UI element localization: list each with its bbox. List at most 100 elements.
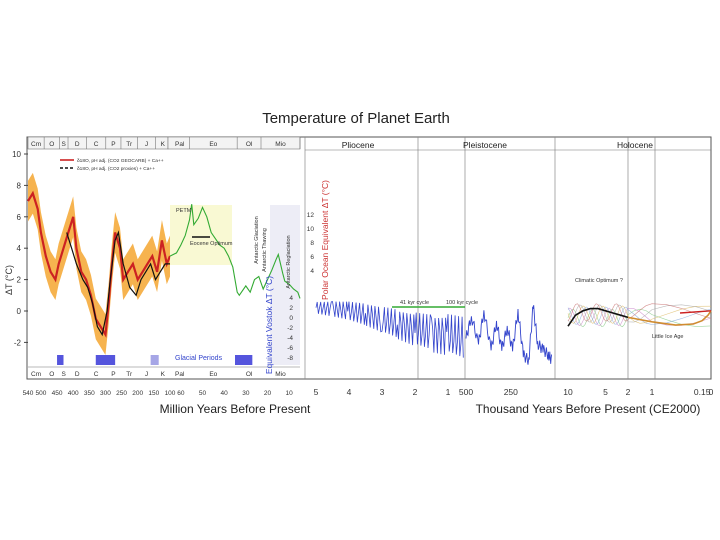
period-label: S [61, 141, 66, 148]
x-tick-label: 1 [446, 387, 451, 397]
series-line-vostok-pliocene [315, 301, 464, 358]
x-tick-label: 2 [413, 387, 418, 397]
epoch-label: Pleistocene [463, 140, 507, 150]
legend-label: δ18O, pH adj. (CO2 proxies) + Ca++ [77, 166, 155, 172]
polar-ocean-axis-label: Polar Ocean Equivalent ΔT (°C) [320, 180, 330, 300]
annotation-label: Eocene Optimum [190, 241, 233, 247]
x-tick-label: 10 [286, 390, 294, 397]
pliocene-pleistocene-panel: Pliocene Pleistocene 41 kyr cycle 5 4 3 2 1 [304, 137, 711, 397]
vostok-axis-label: Equivalent Vostok ΔT (°C) [264, 276, 274, 374]
period-label-bottom: Mio [275, 371, 286, 378]
period-label-bottom: P [111, 371, 115, 378]
period-label-bottom: C [94, 371, 99, 378]
period-label: Eo [209, 141, 217, 148]
x-tick-label: 100 [165, 390, 176, 397]
annotation-label: Antarctic Thawing [262, 228, 268, 272]
series-line-proxies [66, 230, 170, 337]
annotation-label: Antarctic Reglaciation [286, 235, 292, 288]
polar-ocean-tick: 10 [307, 226, 315, 233]
x-tick-label: 2 [626, 387, 631, 397]
period-label: P [111, 141, 115, 148]
period-label-bottom: Eo [209, 371, 217, 378]
x-tick-label: 0.15 [694, 387, 711, 397]
y-tick-label: 8 [17, 181, 22, 190]
x-tick-label: 200 [132, 390, 143, 397]
period-label: J [145, 141, 148, 148]
y-axis-label: ΔT (°C) [4, 265, 14, 295]
annotation-label: PETM [176, 208, 192, 214]
x-tick-label: 3 [380, 387, 385, 397]
series-line-holocene [567, 307, 629, 327]
vostok-tick: -2 [287, 325, 293, 332]
vostok-scale-highlight [270, 205, 300, 365]
vostok-tick: -8 [287, 355, 293, 362]
period-label-bottom: D [75, 371, 80, 378]
glacial-period-bar [95, 355, 116, 365]
x-tick-label: 40 [221, 390, 229, 397]
period-label-bottom: Cm [31, 371, 41, 378]
holocene-reconstruction-line [567, 303, 712, 322]
vostok-tick: -6 [287, 345, 293, 352]
annotation-label: Antarctic Glaciation [254, 216, 260, 263]
vostok-tick: -4 [287, 335, 293, 342]
x-axis-label-left: Million Years Before Present [160, 402, 311, 416]
holocene-reconstruction-line [567, 307, 712, 326]
cycle-label: 100 kyr cycle [446, 300, 478, 306]
glacial-period-bar [150, 355, 159, 365]
vostok-tick: 0 [289, 315, 293, 322]
cycle-label: 41 kyr cycle [400, 300, 429, 306]
vostok-tick: 2 [289, 305, 293, 312]
instrumental-line [679, 310, 712, 314]
x-tick-label: 350 [84, 390, 95, 397]
period-label: C [94, 141, 99, 148]
glacial-period-bar [235, 355, 253, 365]
period-label: O [49, 141, 54, 148]
period-label-bottom: Pal [175, 371, 185, 378]
polar-ocean-tick: 4 [310, 268, 314, 275]
y-tick-label: 6 [17, 213, 22, 222]
period-label: Cm [31, 141, 41, 148]
late-pleistocene-panel: 100 kyr cycle 500 250 [446, 300, 553, 397]
x-tick-label: 50 [199, 390, 207, 397]
uncertainty-band [28, 172, 170, 355]
holocene-reconstruction-line [567, 306, 712, 325]
x-tick-label: 500 [35, 390, 46, 397]
x-axis-label-right: Thousand Years Before Present (CE2000) [476, 402, 701, 416]
x-tick-label: 5 [603, 387, 608, 397]
x-tick-label: 4 [347, 387, 352, 397]
holocene-reconstruction-line [567, 308, 712, 328]
period-label: Mio [275, 141, 286, 148]
glacial-period-bar [57, 355, 64, 365]
vostok-tick: 4 [289, 295, 293, 302]
polar-ocean-tick: 6 [310, 254, 314, 261]
x-tick-label: 20 [264, 390, 272, 397]
x-tick-label: 1 [650, 387, 655, 397]
period-label-bottom: O [49, 371, 54, 378]
x-tick-label: 5 [314, 387, 319, 397]
plot-frame [26, 136, 712, 380]
y-tick-label: 10 [12, 150, 21, 159]
holocene-panel: Holocene Climatic Optimum ? Little Ice Age… [563, 140, 713, 397]
epoch-label: Holocene [617, 140, 653, 150]
x-tick-label: 400 [68, 390, 79, 397]
period-label-bottom: S [61, 371, 66, 378]
period-label: Tr [126, 141, 133, 148]
x-tick-label: 150 [148, 390, 159, 397]
period-label-bottom: K [161, 371, 166, 378]
x-tick-label: 250 [116, 390, 127, 397]
series-line-cenozoic [169, 204, 301, 299]
period-label: Pal [175, 141, 185, 148]
period-label-bottom: J [145, 371, 148, 378]
y-tick-label: 4 [17, 244, 22, 253]
x-tick-label: 300 [100, 390, 111, 397]
x-tick-label: 30 [242, 390, 250, 397]
legend-label: δ18O, pH adj. (CO2 GEOCARB) + Ca++ [77, 158, 164, 164]
period-label: D [75, 141, 80, 148]
series-line-last-millennia [627, 310, 712, 326]
polar-ocean-tick: 12 [307, 212, 315, 219]
period-label-bottom: Ol [246, 371, 253, 378]
x-tick-label: 450 [52, 390, 63, 397]
x-tick-label: 540 [23, 390, 34, 397]
